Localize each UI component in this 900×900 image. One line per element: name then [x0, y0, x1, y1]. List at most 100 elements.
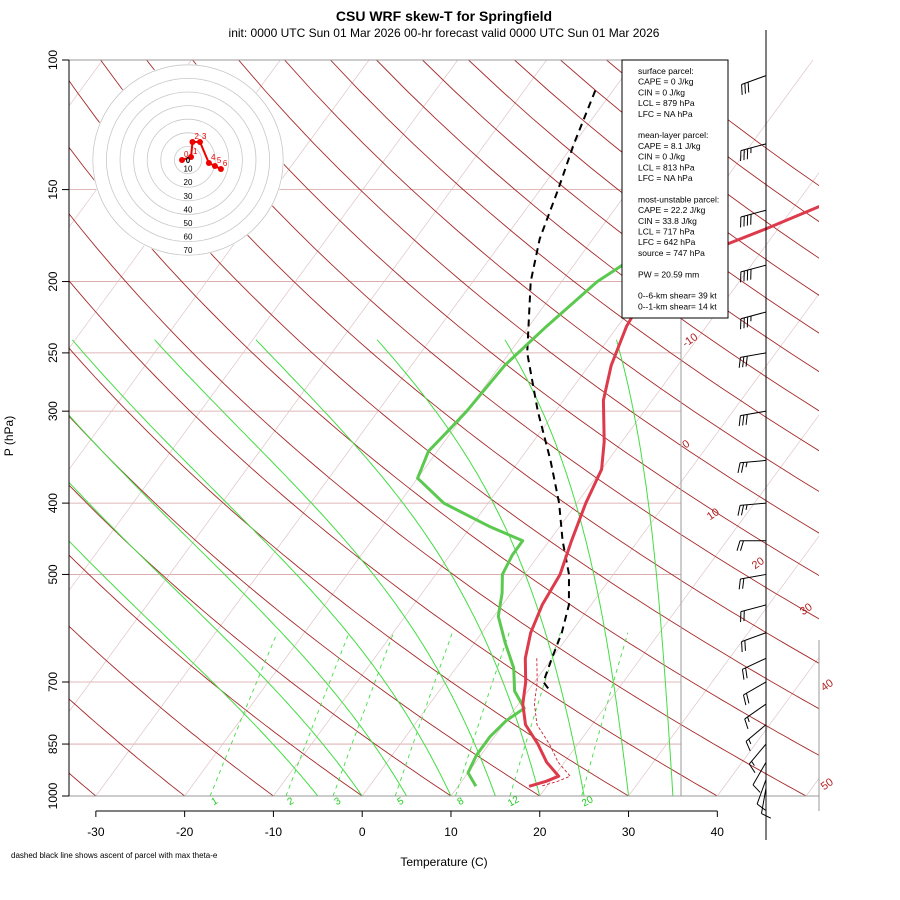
moist-adiabat [69, 481, 363, 796]
dry-adiabat [284, 60, 819, 492]
hodograph-point-label: 1 [193, 147, 198, 156]
isotherm-line [628, 535, 819, 796]
parcel-ascent-line [526, 90, 597, 692]
mixing-ratio-label: 2 [286, 795, 297, 808]
info-line: mean-layer parcel: [638, 130, 708, 140]
wind-barb [740, 264, 767, 283]
hodograph-point [189, 139, 196, 146]
dry-adiabat [69, 484, 452, 796]
mixing-ratio-line [285, 632, 350, 796]
mixing-ratio-line [394, 632, 453, 796]
info-line: most-unstable parcel: [638, 194, 719, 204]
dry-adiabat [330, 60, 819, 452]
x-tick-label: 40 [711, 825, 725, 839]
hodograph-point-label: 2 [194, 132, 199, 141]
info-line: LFC = NA hPa [638, 109, 693, 119]
mixing-ratio-line [332, 632, 395, 796]
moist-adiabat [706, 340, 717, 796]
hodograph-point [196, 139, 203, 146]
x-axis: -30 -20 -10 0 10 20 30 40 [87, 810, 725, 839]
mixing-ratio-label: 5 [396, 795, 407, 808]
y-tick-label: 400 [46, 493, 60, 513]
hodograph-ring-label: 10 [184, 165, 193, 174]
info-line: CAPE = 0 J/kg [638, 77, 694, 87]
dry-adiabat [376, 60, 819, 412]
x-tick-label: 20 [533, 825, 547, 839]
virtual-temperature-line [533, 658, 571, 787]
mixing-ratio-line [509, 632, 561, 796]
dry-adiabat [69, 415, 541, 796]
footnote: dashed black line shows ascent of parcel… [11, 851, 218, 860]
dry-adiabat-label: 30 [798, 601, 815, 618]
profiles [416, 90, 819, 788]
temperature-line [521, 204, 819, 788]
mixing-ratio-label: 3 [333, 795, 344, 808]
dewpoint-line [416, 246, 650, 788]
mixing-ratio-label: 20 [580, 794, 596, 809]
parcel-info-box: surface parcel: CAPE = 0 J/kg CIN = 0 J/kg… [621, 59, 729, 319]
wind-barb [736, 540, 766, 551]
moist-adiabat [69, 414, 408, 796]
hodograph-ring [92, 64, 284, 256]
moist-adiabat [255, 339, 541, 796]
dry-adiabat [422, 60, 819, 373]
hodograph-ring [160, 132, 216, 188]
wind-barb [742, 681, 767, 706]
hodograph-point-label: 5 [217, 156, 222, 165]
wind-barb [741, 657, 767, 680]
y-tick-label: 850 [46, 734, 60, 754]
hodograph-ring-label: 60 [184, 233, 193, 242]
info-line: PW = 20.59 mm [638, 269, 699, 279]
wind-barb [760, 787, 772, 819]
dry-adiabat [100, 60, 819, 664]
hodograph-ring-label: 70 [184, 246, 193, 255]
isotherm-line [69, 60, 459, 591]
hodograph-ring-label: 40 [184, 205, 193, 214]
info-line: CAPE = 22.2 J/kg [638, 205, 706, 215]
wind-barbs [736, 75, 772, 819]
dry-adiabat-label: 0 [680, 438, 692, 451]
hodograph-point [187, 154, 194, 161]
chart-subtitle: init: 0000 UTC Sun 01 Mar 2026 00-hr for… [229, 26, 660, 40]
wind-barb [741, 75, 767, 95]
dry-adiabat [69, 625, 274, 796]
x-tick-label: -20 [176, 825, 194, 839]
info-line [638, 280, 640, 290]
moist-adiabat-lines [69, 339, 717, 796]
hodograph-ring [106, 78, 270, 242]
moist-adiabat [71, 339, 452, 796]
wind-barb [744, 703, 767, 730]
moist-adiabat [616, 339, 674, 796]
dry-adiabat [69, 698, 185, 796]
moist-adiabat [376, 339, 585, 796]
info-line: surface parcel: [638, 66, 694, 76]
hodograph-point [217, 165, 224, 172]
isobar-lines [69, 60, 681, 796]
wind-barb [738, 410, 767, 427]
mixing-ratio-labels: 1 2 3 5 8 12 20 [210, 794, 596, 809]
wind-barb [745, 724, 767, 752]
hodograph-ring-label: 20 [184, 178, 193, 187]
chart-title: CSU WRF skew-T for Springfield [336, 8, 552, 24]
x-tick-label: -30 [87, 825, 105, 839]
info-line [638, 259, 640, 269]
y-tick-label: 150 [46, 179, 60, 199]
y-axis: 100 150 200 250 300 400 500 700 850 1000 [46, 50, 70, 809]
dry-adiabat [69, 146, 819, 756]
hodograph-point [205, 159, 212, 166]
wind-barb [748, 743, 767, 773]
dry-adiabat-lines [69, 60, 819, 796]
dry-adiabat [192, 60, 819, 576]
mixing-ratio-line [581, 632, 629, 796]
dry-adiabat [69, 213, 807, 796]
info-line: CIN = 0 J/kg [638, 87, 685, 97]
hodograph-ring-label: 30 [184, 192, 193, 201]
info-line: CAPE = 8.1 J/kg [638, 141, 701, 151]
info-line: 0--1-km shear= 14 kt [638, 301, 717, 311]
y-tick-label: 250 [46, 343, 60, 363]
y-axis-label: P (hPa) [2, 416, 16, 456]
wind-barb [738, 352, 767, 368]
mixing-ratio-line [455, 632, 510, 796]
info-line: CIN = 33.8 J/kg [638, 216, 697, 226]
